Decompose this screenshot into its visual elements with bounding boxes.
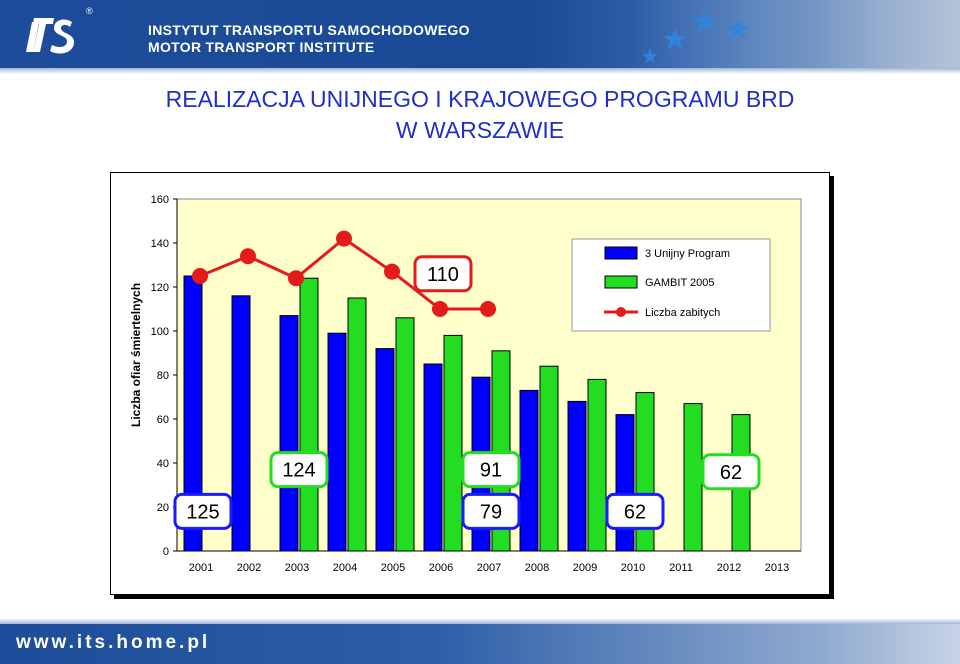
line-point	[480, 301, 496, 317]
bar-gambit	[395, 317, 415, 552]
bar-unijny	[375, 348, 395, 552]
bar-gambit	[443, 334, 463, 552]
bar-unijny	[231, 295, 251, 552]
bar-unijny	[423, 363, 443, 552]
y-tick-label: 0	[163, 546, 169, 558]
page-title-line-1: REALIZACJA UNIJNEGO I KRAJOWEGO PROGRAMU…	[165, 86, 795, 112]
line-point	[192, 268, 208, 284]
x-tick-label: 2003	[285, 562, 309, 574]
x-tick-label: 2012	[717, 562, 741, 574]
legend-swatch	[604, 275, 638, 289]
callout-box	[269, 451, 329, 489]
y-tick-label: 120	[151, 282, 169, 294]
legend-label: GAMBIT 2005	[645, 277, 715, 289]
callout-box	[605, 492, 665, 530]
y-tick-label: 100	[151, 326, 169, 338]
callout-label: 79	[480, 501, 502, 523]
x-tick-label: 2005	[381, 562, 405, 574]
legend-label: 3 Unijny Program	[645, 248, 730, 260]
registered-mark: ®	[86, 6, 93, 16]
y-axis-label: Liczba ofiar śmiertelnych	[129, 283, 143, 427]
line-point	[240, 248, 256, 265]
header-stripe	[0, 68, 960, 74]
page-title-line-2: W WARSZAWIE	[395, 117, 565, 143]
bar-unijny	[615, 414, 635, 552]
x-tick-label: 2006	[429, 562, 453, 574]
y-tick-label: 20	[157, 502, 169, 514]
y-tick-label: 80	[157, 370, 169, 382]
legend-swatch	[604, 246, 638, 260]
header-band: ® INSTYTUT TRANSPORTU SAMOCHODOWEGO MOTO…	[0, 0, 960, 68]
callout-label: 124	[282, 460, 315, 482]
callout-label: 125	[186, 501, 219, 523]
x-tick-label: 2011	[669, 562, 693, 574]
callout-box	[701, 453, 761, 491]
bar-gambit	[539, 365, 559, 552]
callout-box	[413, 255, 473, 293]
x-tick-label: 2002	[237, 562, 261, 574]
bar-unijny	[327, 332, 347, 552]
y-tick-label: 60	[157, 414, 169, 426]
footer-url[interactable]: www.its.home.pl	[16, 632, 211, 653]
bar-gambit	[299, 277, 319, 552]
x-tick-label: 2013	[765, 562, 789, 574]
line-point	[288, 270, 304, 287]
footer-band: www.its.home.pl	[0, 624, 960, 664]
x-tick-label: 2008	[525, 562, 549, 574]
line-point	[384, 263, 400, 280]
y-tick-label: 40	[157, 458, 169, 470]
bar-gambit	[347, 297, 367, 552]
bar-gambit	[587, 378, 607, 552]
star-icon	[642, 48, 658, 64]
line-point	[432, 301, 448, 317]
org-name-pl: INSTYTUT TRANSPORTU SAMOCHODOWEGO	[148, 22, 470, 38]
y-tick-label: 140	[151, 238, 169, 250]
callout-box	[461, 492, 521, 530]
org-name-en: MOTOR TRANSPORT INSTITUTE	[148, 39, 375, 55]
callout-label: 62	[720, 462, 742, 484]
bar-unijny	[567, 400, 587, 552]
its-logo	[26, 18, 74, 54]
callout-label: 62	[624, 501, 646, 523]
x-tick-label: 2001	[189, 562, 213, 574]
bar-unijny	[279, 315, 299, 552]
star-icon	[663, 28, 687, 50]
star-icon	[693, 10, 717, 32]
y-tick-label: 160	[151, 194, 169, 206]
footer-stripe	[0, 618, 960, 624]
bar-gambit	[683, 403, 703, 552]
legend-label: Liczba zabitych	[645, 307, 720, 319]
line-point	[336, 230, 352, 247]
callout-label: 91	[480, 460, 502, 482]
callout-label: 110	[427, 264, 459, 286]
x-tick-label: 2004	[333, 562, 357, 574]
chart-frame: 0 20 40 60 80 100 120 140 160 Liczba ofiar śmiert…	[110, 172, 830, 595]
bar-unijny	[519, 389, 539, 552]
star-icon	[726, 18, 750, 40]
x-tick-label: 2007	[477, 562, 501, 574]
header-photo	[630, 0, 960, 68]
eu-stars	[642, 10, 750, 64]
callout-box	[173, 492, 233, 530]
callout-box	[461, 451, 521, 489]
legend-swatch-marker	[616, 307, 626, 317]
x-tick-label: 2010	[621, 562, 645, 574]
x-tick-label: 2009	[573, 562, 597, 574]
fatalities-chart: 0 20 40 60 80 100 120 140 160 Liczba ofiar śmiert…	[129, 194, 802, 574]
